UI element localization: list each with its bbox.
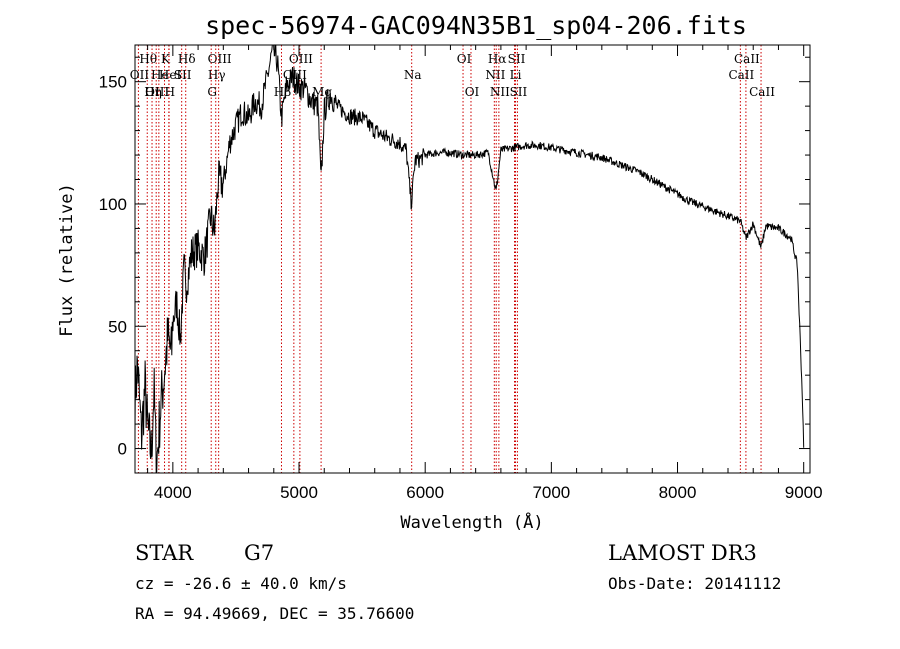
line-marker-label: SII (508, 52, 526, 66)
x-tick-label: 7000 (532, 483, 570, 502)
y-tick-label: 0 (118, 440, 127, 459)
line-marker-label: HeI (159, 68, 182, 82)
line-marker-label: CaII (734, 52, 760, 66)
line-marker-label: Hα (488, 52, 507, 66)
line-marker-label: Na (404, 68, 422, 82)
spectrum-line (134, 44, 805, 474)
line-marker-label: OI (465, 85, 480, 99)
line-marker-label: CaII (749, 85, 775, 99)
line-marker-label: OII (130, 68, 150, 82)
x-tick-label: 6000 (406, 483, 444, 502)
survey-name: LAMOST DR3 (608, 541, 757, 565)
axis-ticks: 4000 5000 6000 7000 8000 9000 0 50 100 150 (99, 45, 823, 502)
y-tick-label: 150 (99, 73, 127, 92)
line-marker-label: Li (510, 68, 522, 82)
line-marker-label: K (161, 52, 171, 66)
redshift-text: cz = -26.6 ± 40.0 km/s (135, 574, 347, 593)
x-tick-label: 9000 (785, 483, 823, 502)
y-tick-label: 50 (108, 317, 127, 336)
y-tick-label: 100 (99, 195, 127, 214)
line-marker-label: OIII (289, 52, 313, 66)
object-subclass: G7 (244, 541, 274, 565)
line-marker-label: OI (457, 52, 472, 66)
line-marker-label: NII (490, 85, 510, 99)
x-tick-label: 8000 (659, 483, 697, 502)
line-marker-label: Hη (144, 85, 162, 99)
coordinates-text: RA = 94.49669, DEC = 35.76600 (135, 604, 414, 623)
line-marker-label: SII (510, 85, 528, 99)
line-marker-label: NII (485, 68, 505, 82)
line-marker-label: H (165, 85, 175, 99)
line-marker-label: OIII (208, 52, 232, 66)
x-tick-label: 5000 (280, 483, 318, 502)
line-marker-label: Hθ (139, 52, 157, 66)
line-marker-label: Hδ (178, 52, 196, 66)
x-tick-label: 4000 (154, 483, 192, 502)
line-marker-label: G (207, 85, 217, 99)
spectrum-layer (134, 44, 805, 474)
y-axis-label: Flux (relative) (57, 183, 77, 337)
line-marker-label: CaII (728, 68, 754, 82)
line-marker-label: SII (174, 68, 192, 82)
plot-frame (134, 44, 811, 474)
line-marker-label: OIII (283, 68, 307, 82)
chart-title: spec-56974-GAC094N35B1_sp04-206.fits (205, 11, 747, 40)
line-marker-label: Hγ (208, 68, 226, 82)
x-axis-label: Wavelength (Å) (400, 511, 543, 533)
obs-date: Obs-Date: 20141112 (608, 574, 781, 593)
line-marker-label: OIII (145, 85, 169, 99)
object-class: STAR (135, 541, 194, 565)
line-marker-label: He (151, 68, 169, 82)
